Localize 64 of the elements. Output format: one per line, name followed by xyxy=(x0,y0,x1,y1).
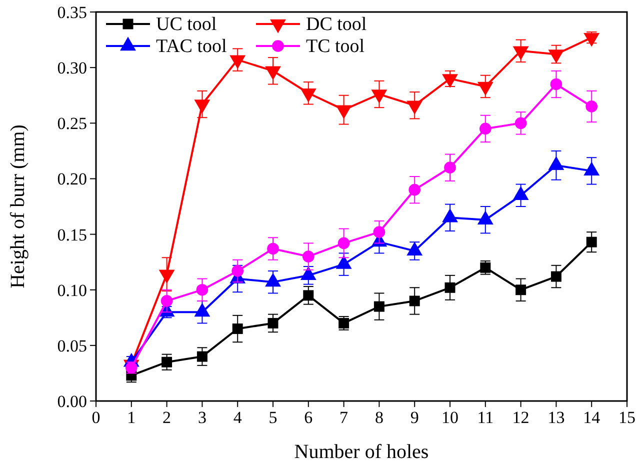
x-tick-label: 14 xyxy=(583,408,601,427)
x-tick-label: 0 xyxy=(92,408,100,427)
point xyxy=(160,295,173,307)
x-tick-label: 11 xyxy=(477,408,494,427)
point xyxy=(444,162,456,174)
x-tick-label: 1 xyxy=(127,408,136,427)
point xyxy=(586,236,597,248)
point xyxy=(512,46,529,60)
point xyxy=(267,242,279,255)
point xyxy=(442,74,458,88)
point xyxy=(303,290,314,301)
y-tick-label: 0.15 xyxy=(57,225,87,244)
point xyxy=(584,32,600,47)
y-tick-label: 0.25 xyxy=(57,114,87,134)
point xyxy=(477,82,494,96)
x-axis-title: Number of holes xyxy=(294,441,429,463)
x-tick-label: 5 xyxy=(268,408,278,427)
x-tick-label: 2 xyxy=(162,408,172,427)
point xyxy=(550,271,562,282)
legend-label: TAC tool xyxy=(156,36,227,57)
point xyxy=(336,105,352,120)
point xyxy=(162,356,172,368)
point xyxy=(300,88,316,102)
y-tick-label: 0.05 xyxy=(57,336,87,356)
point xyxy=(268,318,278,328)
x-tick-label: 7 xyxy=(340,408,349,427)
point xyxy=(232,265,244,277)
point xyxy=(479,122,492,135)
y-tick-label: 0.20 xyxy=(57,170,87,189)
point xyxy=(265,66,281,80)
point xyxy=(408,184,421,196)
point xyxy=(409,296,420,306)
x-tick-label: 12 xyxy=(512,408,530,427)
x-tick-label: 13 xyxy=(548,408,565,427)
y-tick-label: 0.00 xyxy=(57,392,87,411)
x-tick-label: 9 xyxy=(410,408,419,427)
point xyxy=(230,55,246,69)
x-tick-label: 6 xyxy=(304,408,313,427)
legend-label: UC tool xyxy=(156,14,217,35)
y-tick-label: 0.35 xyxy=(57,3,87,22)
point xyxy=(371,90,388,104)
y-tick-label: 0.30 xyxy=(57,58,87,78)
x-tick-label: 3 xyxy=(198,408,206,427)
point xyxy=(406,100,423,115)
point xyxy=(373,226,386,238)
x-tick-label: 4 xyxy=(233,408,242,427)
point xyxy=(194,100,210,114)
x-tick-label: 8 xyxy=(374,408,384,427)
point xyxy=(196,284,208,296)
y-tick-label: 0.10 xyxy=(57,280,87,300)
point xyxy=(338,237,350,250)
point xyxy=(444,282,456,293)
x-tick-label: 10 xyxy=(442,408,458,427)
point xyxy=(516,284,526,296)
point xyxy=(302,250,314,262)
point xyxy=(196,351,208,362)
legend-label: DC tool xyxy=(306,14,367,35)
point xyxy=(232,324,243,334)
legend-label: TC tool xyxy=(306,36,365,57)
x-tick-label: 15 xyxy=(618,408,636,427)
point xyxy=(548,50,564,64)
point xyxy=(514,117,527,130)
y-axis-title: Height of burr (mm) xyxy=(7,124,29,288)
point xyxy=(374,301,384,312)
